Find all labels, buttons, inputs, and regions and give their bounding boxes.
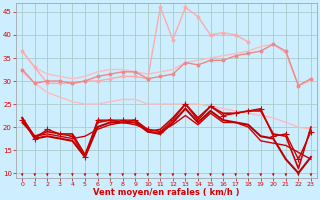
X-axis label: Vent moyen/en rafales ( km/h ): Vent moyen/en rafales ( km/h ) [93, 188, 240, 197]
